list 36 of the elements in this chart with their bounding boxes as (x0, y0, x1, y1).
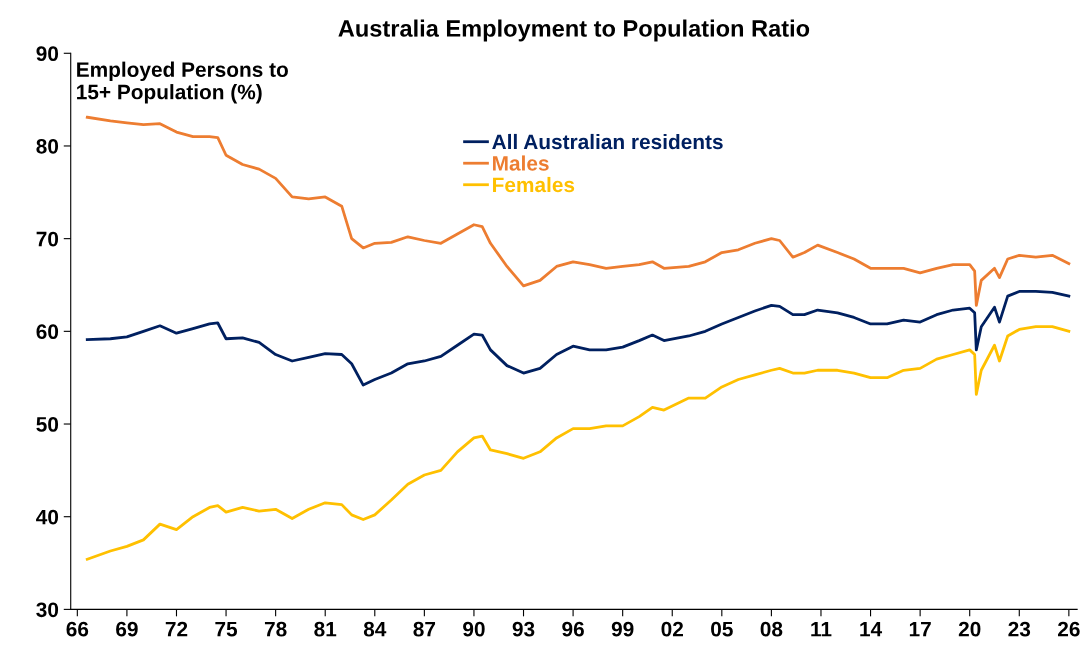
x-tick-label: 84 (363, 621, 387, 637)
x-tick-label: 08 (760, 621, 783, 637)
line-series (85, 115, 1071, 307)
y-tick-label: 70 (36, 231, 59, 247)
x-tick-label: 66 (66, 621, 89, 637)
x-tick-label: 90 (463, 621, 485, 637)
y-tick-label: 80 (36, 138, 59, 154)
x-tick-label: 23 (1008, 621, 1031, 637)
x-tick-label: 87 (413, 621, 436, 637)
y-tick-label: 30 (36, 602, 59, 618)
chart-title: Australia Employment to Population Ratio (338, 19, 810, 42)
y-tick-label: 90 (36, 46, 59, 62)
x-tick-label: 26 (1057, 621, 1080, 637)
legend-label: All Australian residents (492, 133, 723, 150)
x-tick-label: 78 (264, 621, 287, 637)
annotation: Employed Persons to 15+ Population (%) (77, 61, 288, 104)
x-tick-label: 69 (116, 621, 138, 637)
x-tick-label: 02 (661, 621, 683, 637)
x-tick-label: 75 (215, 621, 238, 637)
legend-label: Males (493, 155, 549, 171)
x-tick-label: 14 (860, 621, 883, 637)
x-tick-label: 11 (811, 621, 832, 637)
x-tick-label: 99 (611, 621, 634, 637)
x-tick-label: 96 (562, 621, 584, 637)
x-tick-label: 93 (512, 621, 535, 637)
line-series (85, 325, 1071, 561)
x-tick-label: 72 (165, 621, 188, 637)
y-tick-label: 50 (36, 417, 59, 432)
x-tick-label: 05 (711, 621, 733, 637)
x-tick-label: 20 (958, 621, 981, 637)
x-tick-label: 81 (314, 621, 337, 637)
legend-label: Females (493, 176, 575, 193)
line-series (85, 290, 1071, 387)
y-tick-label: 40 (36, 509, 59, 525)
x-tick-label: 17 (909, 621, 931, 637)
y-tick-label: 60 (36, 324, 59, 340)
